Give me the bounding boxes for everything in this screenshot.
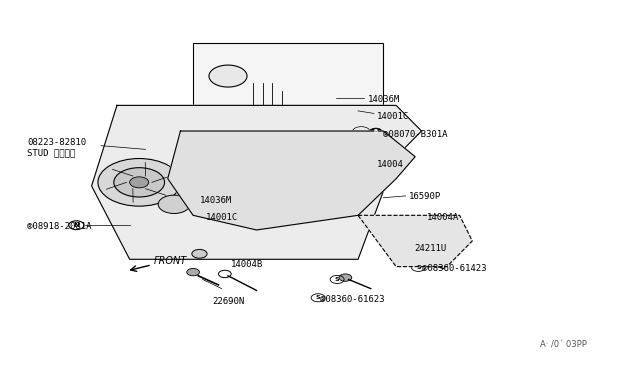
Circle shape — [209, 65, 247, 87]
Text: STUD スタッド: STUD スタッド — [27, 148, 76, 157]
Text: 24211U: 24211U — [414, 244, 446, 253]
Text: 14036M: 14036M — [367, 95, 400, 105]
Circle shape — [253, 155, 285, 173]
Circle shape — [385, 223, 433, 251]
Text: ®08918-2081A: ®08918-2081A — [27, 222, 92, 231]
Circle shape — [158, 195, 190, 214]
Text: ®08360-61423: ®08360-61423 — [422, 264, 486, 273]
Text: ®08360-61623: ®08360-61623 — [320, 295, 385, 304]
Circle shape — [339, 274, 352, 281]
Text: ®08070-B301A: ®08070-B301A — [383, 130, 448, 139]
Circle shape — [192, 249, 207, 258]
Circle shape — [396, 230, 422, 245]
Polygon shape — [92, 105, 422, 259]
Circle shape — [374, 131, 387, 138]
Text: 14004B: 14004B — [231, 260, 264, 269]
Text: S: S — [416, 265, 420, 270]
FancyBboxPatch shape — [193, 43, 383, 105]
Text: A· /0´ 03PP: A· /0´ 03PP — [540, 340, 586, 349]
Circle shape — [130, 177, 148, 188]
Text: S: S — [335, 277, 339, 282]
Text: FRONT: FRONT — [154, 256, 187, 266]
Text: 14004A: 14004A — [427, 213, 459, 222]
Text: 08223-82810: 08223-82810 — [27, 138, 86, 147]
Circle shape — [114, 168, 164, 197]
Text: 14001C: 14001C — [377, 112, 410, 121]
Circle shape — [262, 160, 277, 169]
Circle shape — [414, 258, 427, 266]
Text: 22690N: 22690N — [212, 297, 244, 306]
Circle shape — [187, 269, 200, 276]
Text: 14036M: 14036M — [200, 196, 232, 205]
Text: 16590P: 16590P — [409, 192, 441, 202]
Text: N: N — [74, 222, 79, 228]
Circle shape — [98, 158, 180, 206]
Polygon shape — [168, 131, 415, 230]
Text: B: B — [374, 129, 378, 134]
Text: S: S — [316, 295, 321, 300]
Text: 14001C: 14001C — [206, 213, 238, 222]
Polygon shape — [358, 215, 472, 267]
Circle shape — [369, 128, 382, 135]
Text: 14004: 14004 — [377, 160, 404, 169]
